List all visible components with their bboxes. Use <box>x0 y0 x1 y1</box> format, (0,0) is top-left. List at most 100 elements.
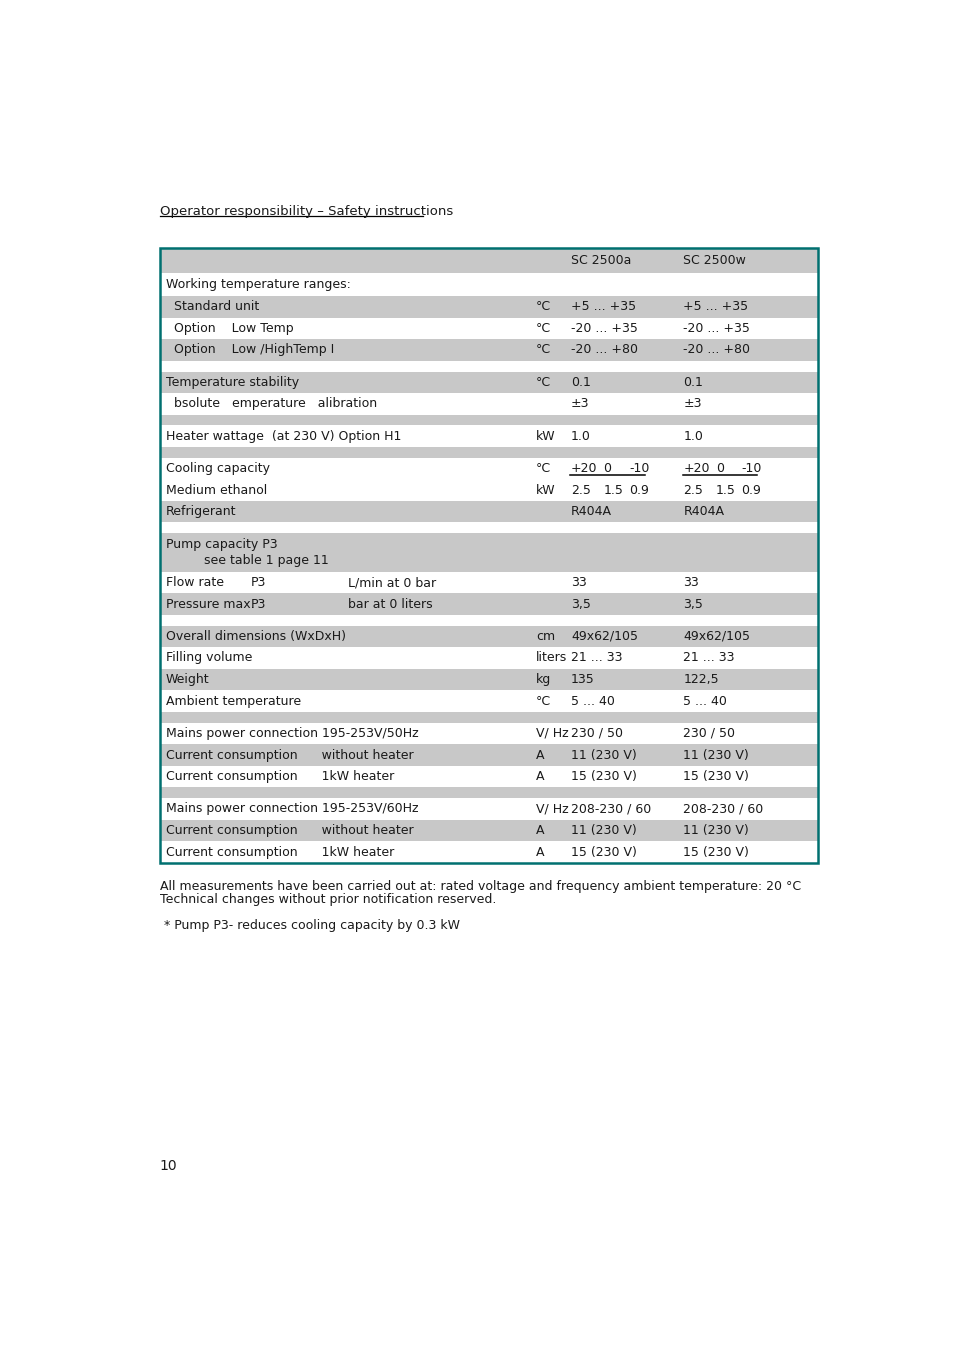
Text: 15 (230 V): 15 (230 V) <box>571 770 637 784</box>
Text: 5 ... 40: 5 ... 40 <box>571 694 615 708</box>
Text: Ambient temperature: Ambient temperature <box>166 694 300 708</box>
Text: 0.9: 0.9 <box>629 484 648 497</box>
Text: 1.0: 1.0 <box>682 430 702 443</box>
Bar <box>159 571 818 593</box>
Text: 230 / 50: 230 / 50 <box>571 727 622 740</box>
Text: 11 (230 V): 11 (230 V) <box>571 824 637 838</box>
Text: 1.5: 1.5 <box>716 484 735 497</box>
Text: ±3: ±3 <box>571 397 589 411</box>
Text: 135: 135 <box>571 673 595 686</box>
Text: cm: cm <box>536 630 555 643</box>
Bar <box>159 669 818 690</box>
Bar <box>159 426 818 447</box>
Text: Medium ethanol: Medium ethanol <box>166 484 267 497</box>
Text: L/min at 0 bar: L/min at 0 bar <box>348 576 436 589</box>
Text: A: A <box>536 748 544 762</box>
Text: °C: °C <box>536 343 551 357</box>
Text: 1.5: 1.5 <box>603 484 623 497</box>
Text: 10: 10 <box>159 1159 177 1173</box>
Text: Standard unit: Standard unit <box>166 300 258 313</box>
Bar <box>159 393 818 415</box>
Text: Mains power connection 195-253V/50Hz: Mains power connection 195-253V/50Hz <box>166 727 418 740</box>
Text: -20 ... +80: -20 ... +80 <box>682 343 750 357</box>
Bar <box>159 647 818 669</box>
Bar <box>159 626 818 647</box>
Text: V/ Hz: V/ Hz <box>536 727 568 740</box>
Text: Pump capacity P3: Pump capacity P3 <box>166 538 277 551</box>
Text: liters: liters <box>536 651 567 665</box>
Text: Current consumption      1kW heater: Current consumption 1kW heater <box>166 846 394 858</box>
Text: 2.5: 2.5 <box>682 484 702 497</box>
Text: Filling volume: Filling volume <box>166 651 252 665</box>
Text: -20 ... +35: -20 ... +35 <box>571 322 638 335</box>
Text: P3: P3 <box>251 597 266 611</box>
Bar <box>159 415 818 426</box>
Bar <box>159 361 818 372</box>
Bar <box>159 593 818 615</box>
Text: Weight: Weight <box>166 673 209 686</box>
Text: -20 ... +80: -20 ... +80 <box>571 343 638 357</box>
Bar <box>159 744 818 766</box>
Text: 21 ... 33: 21 ... 33 <box>682 651 734 665</box>
Bar <box>159 798 818 820</box>
Text: 230 / 50: 230 / 50 <box>682 727 735 740</box>
Text: Pressure max.: Pressure max. <box>166 597 254 611</box>
Bar <box>159 247 818 863</box>
Text: 11 (230 V): 11 (230 V) <box>682 748 748 762</box>
Text: 33: 33 <box>682 576 699 589</box>
Text: 0: 0 <box>603 462 611 476</box>
Text: °C: °C <box>536 462 551 476</box>
Text: +20: +20 <box>571 462 597 476</box>
Text: R404A: R404A <box>682 505 723 519</box>
Text: bar at 0 liters: bar at 0 liters <box>348 597 432 611</box>
Bar <box>159 317 818 339</box>
Text: Temperature stability: Temperature stability <box>166 376 298 389</box>
Bar <box>159 523 818 534</box>
Text: V/ Hz: V/ Hz <box>536 802 568 816</box>
Bar <box>159 501 818 523</box>
Bar <box>159 534 818 571</box>
Text: kg: kg <box>536 673 551 686</box>
Text: 49x62/105: 49x62/105 <box>571 630 638 643</box>
Bar <box>159 615 818 626</box>
Text: kW: kW <box>536 430 556 443</box>
Text: 49x62/105: 49x62/105 <box>682 630 750 643</box>
Text: 208-230 / 60: 208-230 / 60 <box>682 802 763 816</box>
Text: bsolute   emperature   alibration: bsolute emperature alibration <box>166 397 376 411</box>
Text: Operator responsibility – Safety instructions: Operator responsibility – Safety instruc… <box>159 205 453 219</box>
Text: °C: °C <box>536 300 551 313</box>
Text: 2.5: 2.5 <box>571 484 590 497</box>
Text: All measurements have been carried out at: rated voltage and frequency ambient t: All measurements have been carried out a… <box>159 880 800 893</box>
Text: R404A: R404A <box>571 505 612 519</box>
Text: kW: kW <box>536 484 556 497</box>
Bar <box>159 690 818 712</box>
Text: Technical changes without prior notification reserved.: Technical changes without prior notifica… <box>159 893 496 907</box>
Text: °C: °C <box>536 694 551 708</box>
Text: 0: 0 <box>716 462 723 476</box>
Text: Option    Low Temp: Option Low Temp <box>166 322 294 335</box>
Text: 33: 33 <box>571 576 586 589</box>
Text: 11 (230 V): 11 (230 V) <box>571 748 637 762</box>
Text: Working temperature ranges:: Working temperature ranges: <box>166 278 351 290</box>
Text: 15 (230 V): 15 (230 V) <box>682 846 748 858</box>
Text: Current consumption      1kW heater: Current consumption 1kW heater <box>166 770 394 784</box>
Bar <box>159 788 818 798</box>
Bar <box>159 766 818 788</box>
Text: +20: +20 <box>682 462 709 476</box>
Text: 208-230 / 60: 208-230 / 60 <box>571 802 651 816</box>
Text: 0.1: 0.1 <box>571 376 590 389</box>
Text: 11 (230 V): 11 (230 V) <box>682 824 748 838</box>
Bar <box>159 820 818 842</box>
Bar <box>159 339 818 361</box>
Text: Refrigerant: Refrigerant <box>166 505 236 519</box>
Text: 0.1: 0.1 <box>682 376 702 389</box>
Bar <box>159 447 818 458</box>
Text: -10: -10 <box>629 462 649 476</box>
Text: °C: °C <box>536 322 551 335</box>
Text: ±3: ±3 <box>682 397 701 411</box>
Text: 122,5: 122,5 <box>682 673 719 686</box>
Text: Overall dimensions (WxDxH): Overall dimensions (WxDxH) <box>166 630 345 643</box>
Text: Cooling capacity: Cooling capacity <box>166 462 270 476</box>
Text: SC 2500a: SC 2500a <box>571 254 631 266</box>
Text: A: A <box>536 770 544 784</box>
